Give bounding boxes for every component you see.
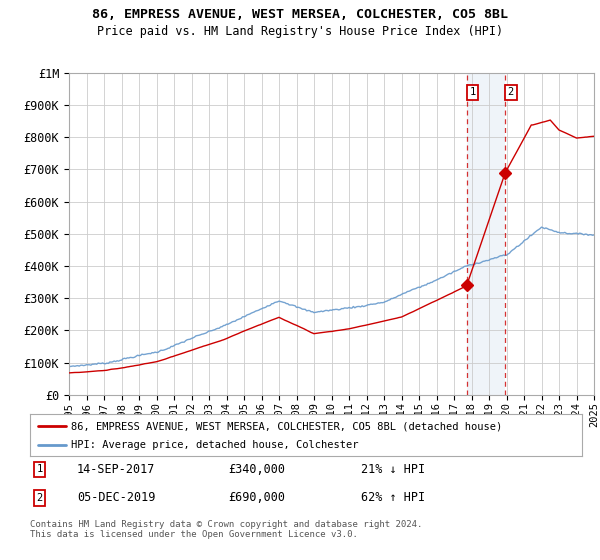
Text: 2: 2 bbox=[37, 493, 43, 503]
Text: 2: 2 bbox=[508, 87, 514, 97]
Text: 21% ↓ HPI: 21% ↓ HPI bbox=[361, 463, 425, 475]
Text: 05-DEC-2019: 05-DEC-2019 bbox=[77, 491, 155, 505]
Text: 14-SEP-2017: 14-SEP-2017 bbox=[77, 463, 155, 475]
Text: Price paid vs. HM Land Registry's House Price Index (HPI): Price paid vs. HM Land Registry's House … bbox=[97, 25, 503, 38]
Text: 86, EMPRESS AVENUE, WEST MERSEA, COLCHESTER, CO5 8BL: 86, EMPRESS AVENUE, WEST MERSEA, COLCHES… bbox=[92, 8, 508, 21]
Text: HPI: Average price, detached house, Colchester: HPI: Average price, detached house, Colc… bbox=[71, 441, 359, 450]
Text: £690,000: £690,000 bbox=[229, 491, 286, 505]
Text: 62% ↑ HPI: 62% ↑ HPI bbox=[361, 491, 425, 505]
Text: 1: 1 bbox=[469, 87, 475, 97]
Text: Contains HM Land Registry data © Crown copyright and database right 2024.
This d: Contains HM Land Registry data © Crown c… bbox=[30, 520, 422, 539]
Bar bbox=[467, 73, 505, 395]
Text: 1: 1 bbox=[37, 464, 43, 474]
Text: 86, EMPRESS AVENUE, WEST MERSEA, COLCHESTER, CO5 8BL (detached house): 86, EMPRESS AVENUE, WEST MERSEA, COLCHES… bbox=[71, 421, 503, 431]
Text: £340,000: £340,000 bbox=[229, 463, 286, 475]
